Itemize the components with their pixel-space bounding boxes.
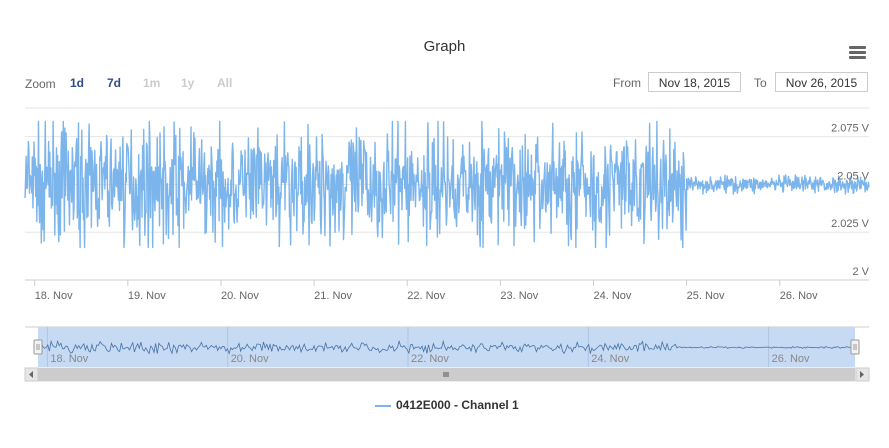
scroll-left-button[interactable]: [24, 367, 39, 382]
y-tick-label: 2.025 V: [831, 218, 870, 230]
navigator-handle-right[interactable]: [850, 339, 860, 355]
chevron-left-icon: [29, 371, 33, 378]
from-date-input[interactable]: Nov 18, 2015: [648, 72, 741, 92]
series-line: [24, 120, 870, 249]
legend-item[interactable]: 0412E000 - Channel 1: [375, 398, 519, 412]
chart-title: Graph: [423, 38, 466, 55]
navigator-tick-label: 26. Nov: [772, 353, 810, 365]
x-tick-label: 20. Nov: [221, 290, 259, 302]
to-date-input[interactable]: Nov 26, 2015: [775, 72, 868, 92]
zoom-label: Zoom: [25, 77, 56, 91]
legend-swatch: [375, 404, 391, 407]
x-tick-label: 18. Nov: [35, 290, 73, 302]
navigator-tick-label: 22. Nov: [411, 353, 449, 365]
navigator-tick-label: 24. Nov: [591, 353, 629, 365]
y-tick-label: 2 V: [852, 266, 869, 278]
zoom-button-7d[interactable]: 7d: [107, 76, 122, 90]
x-tick-label: 21. Nov: [314, 290, 352, 302]
scrollbar[interactable]: [24, 367, 870, 382]
to-label: To: [754, 76, 767, 90]
y-tick-label: 2.075 V: [831, 123, 870, 135]
zoom-button-all[interactable]: All: [217, 76, 233, 90]
x-tick-label: 22. Nov: [407, 290, 445, 302]
from-label: From: [613, 76, 641, 90]
navigator-handle-left[interactable]: [33, 339, 43, 355]
navigator-tick-label: 20. Nov: [231, 353, 269, 365]
zoom-button-1y[interactable]: 1y: [181, 76, 195, 90]
x-tick-label: 26. Nov: [780, 290, 818, 302]
x-tick-label: 24. Nov: [593, 290, 631, 302]
chevron-right-icon: [860, 371, 864, 378]
x-tick-label: 19. Nov: [128, 290, 166, 302]
navigator-series-line: [37, 339, 856, 355]
legend-label: 0412E000 - Channel 1: [396, 398, 519, 412]
scroll-right-button[interactable]: [855, 367, 870, 382]
zoom-button-1m[interactable]: 1m: [143, 76, 161, 90]
navigator-tick-label: 18. Nov: [50, 353, 88, 365]
navigator[interactable]: 18. Nov 20. Nov 22. Nov 24. Nov 26. Nov: [24, 326, 870, 382]
zoom-button-1d[interactable]: 1d: [70, 76, 85, 90]
y-tick-label: 2.05 V: [837, 170, 869, 182]
x-tick-label: 25. Nov: [687, 290, 725, 302]
x-tick-label: 23. Nov: [500, 290, 538, 302]
context-menu-icon[interactable]: [849, 46, 867, 60]
